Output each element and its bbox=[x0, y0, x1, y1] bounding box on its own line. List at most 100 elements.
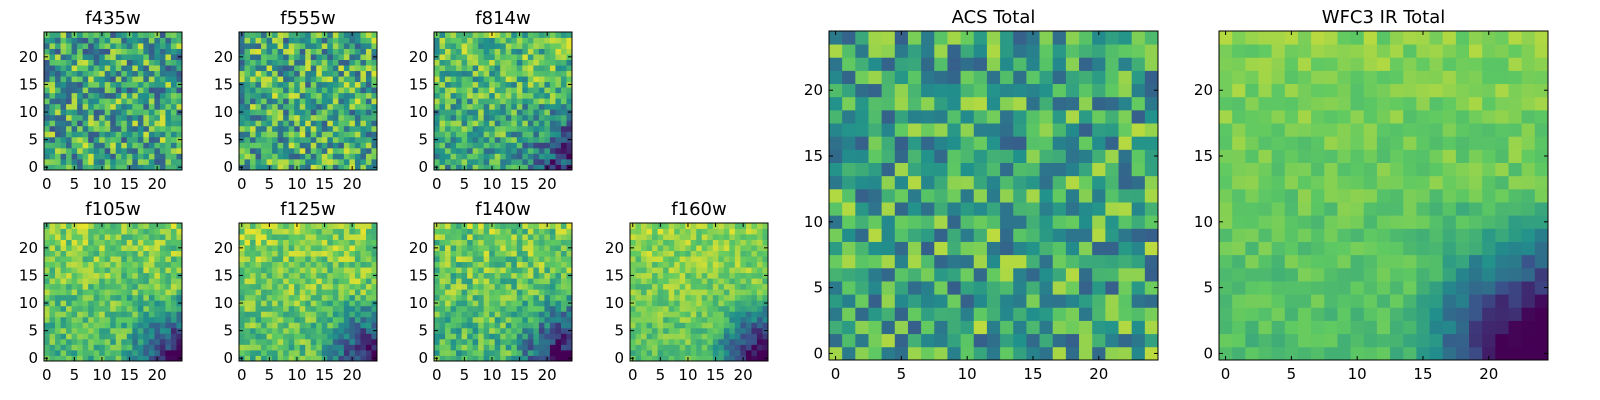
heatmap-cell bbox=[434, 316, 440, 323]
heatmap-cell bbox=[110, 114, 117, 121]
heatmap-cell bbox=[137, 120, 144, 127]
heatmap-cell bbox=[842, 215, 856, 229]
heatmap-cell bbox=[461, 136, 468, 143]
heatmap-cell bbox=[104, 327, 111, 334]
heatmap-cell bbox=[143, 344, 150, 351]
heatmap-cell bbox=[239, 256, 245, 263]
heatmap-cell bbox=[657, 322, 664, 329]
heatmap-cell bbox=[544, 65, 551, 72]
heatmap-cell bbox=[478, 87, 485, 94]
heatmap-cell bbox=[439, 131, 446, 138]
heatmap-cell bbox=[434, 305, 440, 312]
heatmap-cell bbox=[1026, 333, 1040, 348]
heatmap-cell bbox=[176, 32, 183, 38]
heatmap-cell bbox=[154, 261, 161, 268]
heatmap-cell bbox=[137, 59, 144, 66]
heatmap-cell bbox=[82, 333, 89, 340]
heatmap-cell bbox=[934, 162, 948, 177]
heatmap-cell bbox=[288, 131, 295, 138]
heatmap-cell bbox=[467, 147, 474, 154]
heatmap-cell bbox=[445, 349, 451, 356]
heatmap-cell bbox=[745, 289, 752, 296]
heatmap-cell bbox=[511, 131, 518, 138]
heatmap-cell bbox=[635, 289, 642, 296]
heatmap-cell bbox=[176, 37, 183, 44]
heatmap-cell bbox=[154, 228, 161, 235]
heatmap-cell bbox=[439, 333, 446, 340]
heatmap-cell bbox=[881, 162, 896, 177]
heatmap-cell bbox=[121, 256, 128, 263]
heatmap-cell bbox=[332, 87, 339, 94]
heatmap-cell bbox=[829, 254, 843, 269]
heatmap-cell bbox=[472, 344, 479, 351]
heatmap-cell bbox=[104, 250, 111, 257]
heatmap-cell bbox=[283, 272, 290, 279]
heatmap-cell bbox=[646, 250, 653, 257]
heatmap-cell bbox=[500, 48, 507, 55]
heatmap-cell bbox=[472, 305, 479, 312]
heatmap-cell bbox=[500, 278, 507, 285]
heatmap-cell bbox=[500, 344, 507, 351]
heatmap-cell bbox=[77, 261, 84, 268]
heatmap-cell bbox=[549, 125, 556, 132]
heatmap-cell bbox=[176, 294, 183, 301]
heatmap-cell bbox=[365, 164, 372, 171]
heatmap-cell bbox=[500, 98, 507, 105]
heatmap-cell bbox=[685, 283, 692, 290]
heatmap-cell bbox=[321, 327, 328, 334]
heatmap-cell bbox=[522, 311, 529, 318]
heatmap-cell bbox=[316, 327, 323, 334]
heatmap-cell bbox=[646, 300, 653, 307]
heatmap-cell bbox=[434, 294, 440, 301]
heatmap-cell bbox=[555, 311, 562, 318]
heatmap-cell bbox=[266, 261, 273, 268]
heatmap-cell bbox=[555, 250, 562, 257]
heatmap-cell bbox=[723, 349, 730, 356]
heatmap-cell bbox=[756, 305, 763, 312]
heatmap-cell bbox=[723, 245, 730, 251]
heatmap-cell bbox=[349, 59, 356, 66]
heatmap-cell bbox=[294, 289, 301, 296]
heatmap-cell bbox=[165, 153, 172, 160]
heatmap-cell bbox=[538, 147, 545, 154]
heatmap-cell bbox=[154, 65, 161, 72]
heatmap-cell bbox=[244, 81, 251, 88]
heatmap-cell bbox=[472, 234, 479, 240]
heatmap-cell bbox=[60, 147, 67, 154]
heatmap-cell bbox=[170, 333, 177, 340]
heatmap-cell bbox=[522, 228, 529, 235]
heatmap-cell bbox=[121, 333, 128, 340]
heatmap-cell bbox=[176, 92, 183, 99]
heatmap-cell bbox=[283, 256, 290, 263]
heatmap-cell bbox=[555, 109, 562, 116]
heatmap-cell bbox=[718, 338, 725, 345]
heatmap-cell bbox=[49, 136, 56, 143]
heatmap-cell bbox=[321, 136, 328, 143]
y-tick-label: 10 bbox=[214, 103, 233, 121]
heatmap-cell bbox=[343, 272, 350, 279]
heatmap-cell bbox=[868, 281, 883, 295]
heatmap-cell bbox=[354, 261, 361, 268]
heatmap-cell bbox=[434, 59, 440, 66]
heatmap-cell bbox=[555, 283, 562, 290]
heatmap-cell bbox=[745, 316, 752, 323]
heatmap-cell bbox=[505, 305, 512, 312]
heatmap-cell bbox=[316, 103, 323, 110]
heatmap-cell bbox=[679, 272, 686, 279]
heatmap-cell bbox=[44, 92, 50, 99]
heatmap-cell bbox=[159, 98, 166, 105]
heatmap-cell bbox=[549, 261, 556, 268]
heatmap-cell bbox=[829, 162, 843, 177]
heatmap-cell bbox=[60, 76, 67, 83]
heatmap-cell bbox=[663, 234, 670, 240]
heatmap-cell bbox=[49, 322, 56, 329]
heatmap-cell bbox=[494, 344, 501, 351]
heatmap-cell bbox=[538, 59, 545, 66]
heatmap-cell bbox=[538, 92, 545, 99]
heatmap-cell bbox=[93, 327, 100, 334]
heatmap-cell bbox=[538, 153, 545, 160]
heatmap-cell bbox=[316, 147, 323, 154]
heatmap-cell bbox=[445, 48, 451, 55]
heatmap-cell bbox=[327, 147, 334, 154]
